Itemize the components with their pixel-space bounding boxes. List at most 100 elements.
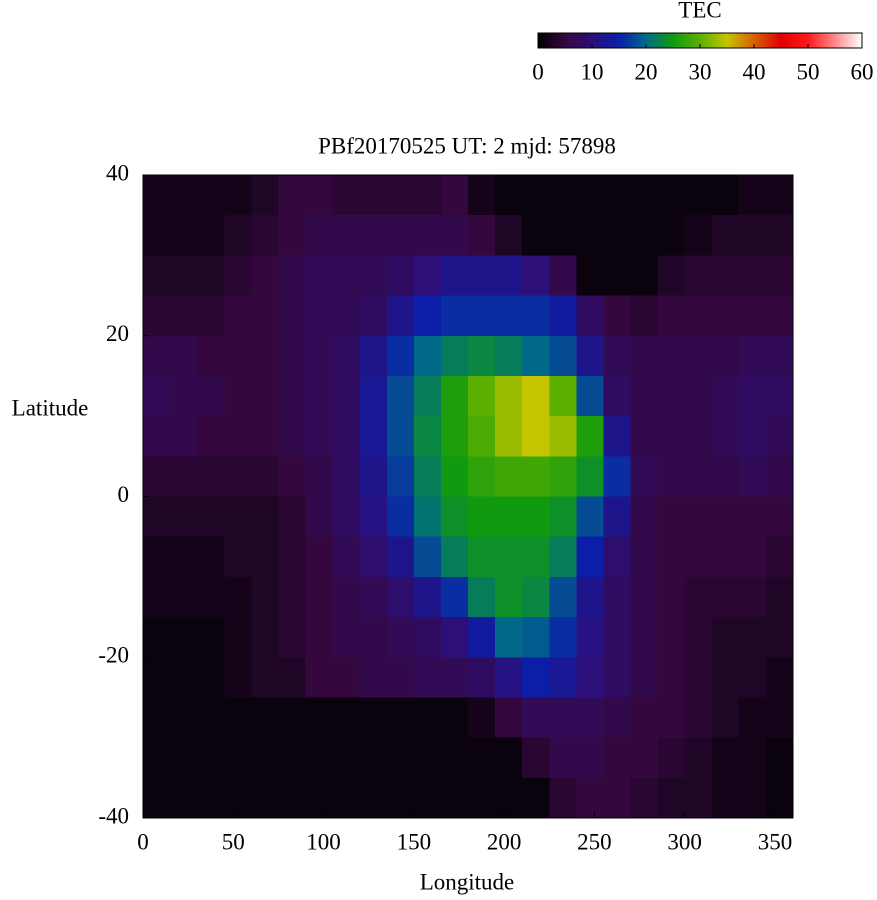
heatmap-cell xyxy=(278,777,307,819)
heatmap-cell xyxy=(765,697,794,739)
heatmap-cell xyxy=(170,175,198,216)
heatmap-cell xyxy=(549,617,577,658)
heatmap-cell xyxy=(630,737,659,779)
heatmap-cell xyxy=(684,295,713,337)
heatmap-cell xyxy=(251,175,280,216)
heatmap-cell xyxy=(224,657,252,699)
heatmap-cell xyxy=(440,175,469,216)
heatmap-cell xyxy=(305,416,334,457)
heatmap-cell xyxy=(305,335,334,377)
heatmap-cell xyxy=(440,255,469,297)
heatmap-cell xyxy=(143,335,171,377)
heatmap-cell xyxy=(305,536,334,578)
heatmap-cell xyxy=(305,456,334,498)
heatmap-cell xyxy=(224,255,252,297)
heatmap-cell xyxy=(251,375,280,417)
heatmap-cell xyxy=(413,295,442,337)
heatmap-cell xyxy=(170,295,198,337)
heatmap-cell xyxy=(386,215,415,256)
heatmap-cell xyxy=(332,576,361,618)
heatmap-cell xyxy=(495,697,523,739)
heatmap-cell xyxy=(657,375,686,417)
heatmap-cell xyxy=(657,657,686,699)
heatmap-cell xyxy=(440,215,469,256)
heatmap-cell xyxy=(657,536,686,578)
heatmap-cell xyxy=(468,335,496,377)
heatmap-cell xyxy=(657,737,686,779)
heatmap-cell xyxy=(359,295,388,337)
heatmap-cell xyxy=(332,175,361,216)
heatmap-cell xyxy=(197,335,225,377)
heatmap-cell xyxy=(684,657,713,699)
heatmap-cell xyxy=(251,295,280,337)
heatmap-cell xyxy=(522,416,550,457)
heatmap-cell xyxy=(197,697,225,739)
heatmap-cell xyxy=(224,215,252,256)
heatmap-cell xyxy=(386,657,415,699)
y-tick-label: 40 xyxy=(106,160,129,185)
heatmap-cell xyxy=(549,175,577,216)
heatmap-cell xyxy=(495,215,523,256)
heatmap-cell xyxy=(549,697,577,739)
heatmap-cell xyxy=(738,657,767,699)
heatmap-cell xyxy=(765,255,794,297)
heatmap-cell xyxy=(197,737,225,779)
heatmap-cell xyxy=(495,617,523,658)
heatmap-cell xyxy=(522,576,550,618)
heatmap-cell xyxy=(143,175,171,216)
heatmap-cell xyxy=(522,737,550,779)
heatmap-cell xyxy=(576,697,605,739)
heatmap-cell xyxy=(630,295,659,337)
heatmap-cell xyxy=(413,215,442,256)
heatmap-cell xyxy=(738,255,767,297)
heatmap-cell xyxy=(386,175,415,216)
heatmap-cell xyxy=(440,416,469,457)
heatmap-cell xyxy=(413,737,442,779)
heatmap-cell xyxy=(359,737,388,779)
heatmap-cell xyxy=(468,777,496,819)
y-tick-label: -40 xyxy=(98,803,129,828)
heatmap-cell xyxy=(657,456,686,498)
heatmap-cell xyxy=(576,536,605,578)
heatmap-cell xyxy=(197,496,225,538)
heatmap-cell xyxy=(251,496,280,538)
heatmap-cell xyxy=(495,456,523,498)
heatmap-cell xyxy=(468,536,496,578)
heatmap-cell xyxy=(332,416,361,457)
heatmap-cell xyxy=(495,777,523,819)
heatmap-cell xyxy=(305,657,334,699)
heatmap-cell xyxy=(278,617,307,658)
heatmap-cell xyxy=(170,536,198,578)
heatmap-cell xyxy=(197,617,225,658)
heatmap-cell xyxy=(197,456,225,498)
heatmap-cell xyxy=(549,536,577,578)
colorbar-tick-label: 20 xyxy=(635,59,658,84)
heatmap-cell xyxy=(576,295,605,337)
x-tick-label: 350 xyxy=(758,829,793,854)
heatmap-cell xyxy=(359,175,388,216)
heatmap-cell xyxy=(522,617,550,658)
heatmap-cell xyxy=(522,456,550,498)
heatmap-cell xyxy=(657,175,686,216)
heatmap-cell xyxy=(711,295,740,337)
heatmap-cell xyxy=(251,777,280,819)
heatmap-cell xyxy=(413,255,442,297)
heatmap-cell xyxy=(711,617,740,658)
heatmap-cell xyxy=(630,375,659,417)
heatmap-cell xyxy=(738,456,767,498)
heatmap-cell xyxy=(549,737,577,779)
heatmap-cell xyxy=(440,697,469,739)
heatmap-cell xyxy=(630,777,659,819)
heatmap-cell xyxy=(684,496,713,538)
heatmap-cell xyxy=(549,576,577,618)
heatmap-cell xyxy=(711,576,740,618)
heatmap-cell xyxy=(468,456,496,498)
heatmap-cell xyxy=(143,617,171,658)
x-tick-label: 250 xyxy=(577,829,612,854)
heatmap-cell xyxy=(603,255,632,297)
heatmap-cell xyxy=(765,416,794,457)
heatmap-cell xyxy=(738,576,767,618)
heatmap-cell xyxy=(576,576,605,618)
heatmap-cell xyxy=(657,416,686,457)
